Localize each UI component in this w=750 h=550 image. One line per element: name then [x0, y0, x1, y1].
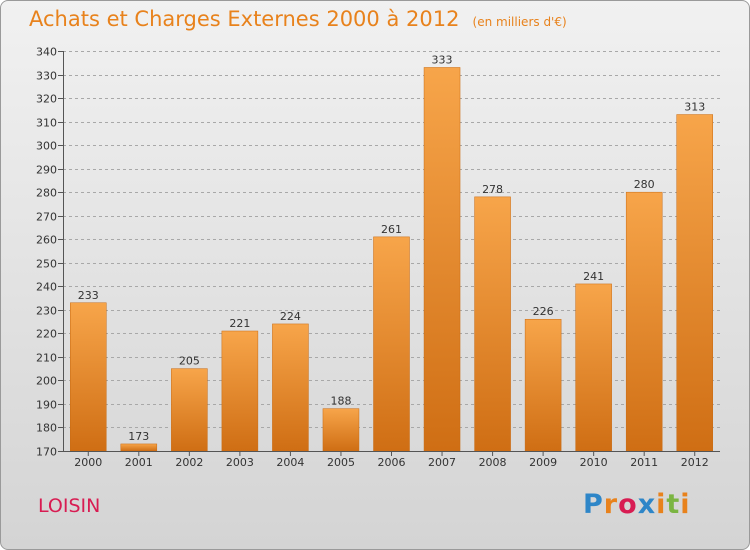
y-tick-label: 340 [36, 46, 57, 59]
bar [272, 323, 309, 452]
bar [423, 67, 461, 452]
data-label: 333 [432, 53, 453, 66]
axis-layer: 170 180 190 200 210 220 230 240 250 260 270 280 290 3… [36, 46, 720, 469]
logo-letter: x [637, 489, 657, 520]
logo-letter: i [656, 489, 667, 520]
x-tick-label: 2009 [529, 456, 557, 469]
x-tick-label: 2001 [125, 456, 153, 469]
data-label: 261 [381, 223, 402, 236]
y-tick-label: 190 [36, 399, 57, 412]
y-tick-label: 320 [36, 93, 57, 106]
data-label: 226 [533, 305, 554, 318]
logo-letter: o [618, 489, 638, 520]
logo-letter: P [583, 489, 604, 520]
y-tick-label: 220 [36, 328, 57, 341]
chart-title: Achats et Charges Externes 2000 à 2012 [29, 7, 460, 31]
chart-subtitle: (en milliers d'€) [472, 15, 567, 29]
title-row: Achats et Charges Externes 2000 à 2012 (… [29, 7, 567, 31]
bar [120, 443, 158, 452]
y-tick-label: 170 [36, 446, 57, 459]
logo-letter: r [603, 489, 619, 520]
bar [171, 368, 208, 452]
data-label: 280 [634, 178, 655, 191]
bars-layer: 233 173 205 221 224 188 261 333 278 226 241 280 313 [70, 53, 713, 452]
bar [524, 318, 562, 452]
bar [625, 191, 663, 452]
data-label: 173 [128, 430, 149, 443]
x-tick-label: 2010 [580, 456, 608, 469]
y-tick-label: 240 [36, 281, 57, 294]
x-tick-label: 2003 [226, 456, 254, 469]
y-tick-label: 210 [36, 352, 57, 365]
y-tick-label: 250 [36, 258, 57, 271]
y-tick-label: 200 [36, 375, 57, 388]
bar [322, 408, 360, 452]
x-tick-label: 2008 [479, 456, 507, 469]
data-label: 205 [179, 355, 200, 368]
bar [70, 302, 107, 452]
x-tick-label: 2006 [378, 456, 406, 469]
commune-name: LOISIN [38, 495, 101, 517]
y-tick-label: 230 [36, 305, 57, 318]
y-tick-label: 270 [36, 211, 57, 224]
bar [575, 283, 612, 452]
data-label: 233 [78, 289, 99, 302]
x-tick-label: 2002 [175, 456, 203, 469]
bar [373, 236, 410, 452]
x-tick-label: 2000 [74, 456, 102, 469]
y-tick-label: 290 [36, 164, 57, 177]
x-tick-label: 2007 [428, 456, 456, 469]
y-tick-label: 180 [36, 422, 57, 435]
y-tick-label: 280 [36, 187, 57, 200]
bar [474, 196, 511, 452]
data-label: 188 [330, 395, 351, 408]
brand-logo: Proxiti [583, 489, 691, 520]
data-label: 278 [482, 183, 503, 196]
y-tick-label: 300 [36, 140, 57, 153]
y-tick-label: 260 [36, 234, 57, 247]
data-label: 221 [229, 317, 250, 330]
y-tick-label: 310 [36, 117, 57, 130]
data-label: 313 [684, 101, 705, 114]
data-label: 224 [280, 310, 301, 323]
y-tick-label: 330 [36, 70, 57, 83]
x-tick-label: 2004 [276, 456, 304, 469]
bar [676, 114, 713, 452]
data-label: 241 [583, 270, 604, 283]
bar [221, 330, 259, 452]
x-tick-label: 2011 [630, 456, 658, 469]
x-tick-label: 2005 [327, 456, 355, 469]
logo-letter: t [666, 489, 681, 520]
x-tick-label: 2012 [681, 456, 709, 469]
logo-letter: i [680, 489, 691, 520]
